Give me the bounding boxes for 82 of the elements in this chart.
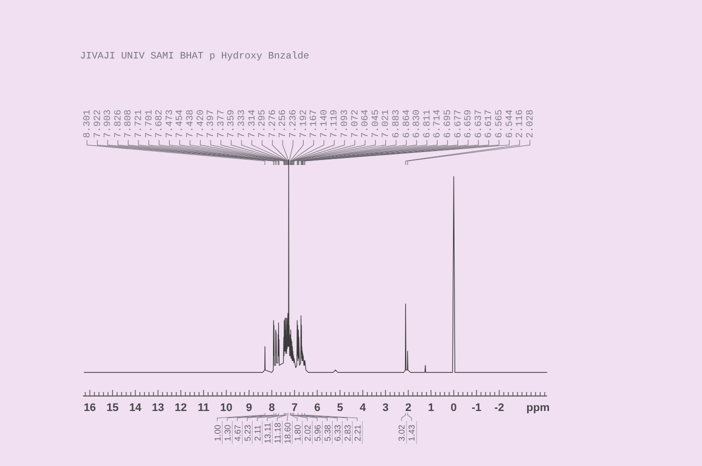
- x-tick-label: 6: [314, 402, 320, 414]
- annotation: 7.064: [360, 109, 371, 138]
- annotation: 11.18: [272, 422, 282, 444]
- annotation: 7.922: [92, 109, 103, 138]
- annotation: 7.333: [236, 109, 247, 138]
- x-tick-label: 0: [450, 402, 457, 414]
- annotation: 7.903: [102, 109, 114, 138]
- annotation: 6.659: [462, 109, 474, 138]
- annotation: 6.617: [483, 109, 494, 138]
- annotation: 2.02: [302, 424, 312, 442]
- annotation: 2.028: [524, 109, 536, 138]
- annotation: 2.83: [342, 424, 352, 442]
- x-tick-label: 8: [268, 402, 275, 414]
- annotation: 6.811: [421, 109, 432, 138]
- x-tick-label: 1: [428, 402, 434, 414]
- annotation: 6.544: [504, 109, 515, 138]
- annotation: 7.808: [122, 109, 134, 138]
- annotation: 5.23: [242, 424, 252, 442]
- x-tick-label: 7: [291, 402, 298, 414]
- annotation: 7.397: [205, 109, 216, 138]
- annotation: 13.11: [262, 422, 272, 444]
- x-tick-label: 5: [336, 402, 344, 414]
- x-tick-label: 12: [174, 402, 187, 414]
- annotation: 5.38: [322, 424, 332, 442]
- annotation: 18.60: [282, 422, 292, 444]
- chart-title: JIVAJI UNIV SAMI BHAT p Hydroxy Bnzalde: [80, 50, 310, 62]
- annotation: 7.721: [133, 109, 144, 138]
- annotation: 1.43: [406, 424, 417, 442]
- annotation: 7.359: [226, 109, 237, 138]
- annotation: 7.826: [112, 109, 124, 138]
- x-tick-label: 2: [405, 402, 412, 414]
- annotation: 7.473: [164, 109, 175, 138]
- x-tick-label: 13: [152, 402, 164, 414]
- annotation: 7.119: [328, 109, 340, 138]
- annotation: 7.192: [298, 109, 309, 138]
- annotation: 4.67: [232, 424, 242, 442]
- x-tick-label: 16: [84, 402, 96, 414]
- x-tick-label: 10: [220, 402, 232, 414]
- annotation: 6.637: [472, 109, 484, 138]
- annotation: 7.256: [277, 109, 288, 138]
- annotation: 7.420: [194, 109, 206, 138]
- annotation: 1.80: [292, 424, 302, 442]
- annotation: 7.701: [143, 109, 154, 138]
- annotation: 6.677: [452, 109, 464, 138]
- annotation: 6.864: [400, 109, 412, 138]
- annotation: 7.140: [318, 109, 330, 138]
- annotation: 6.830: [411, 109, 422, 138]
- x-tick-label: 9: [246, 402, 252, 414]
- x-tick-label: 15: [106, 402, 119, 414]
- annotation: 7.021: [380, 109, 392, 138]
- x-tick-label: 14: [129, 402, 142, 414]
- annotation: 6.695: [442, 109, 453, 138]
- x-axis-title: ppm: [526, 402, 550, 414]
- annotation: 2.21: [352, 424, 362, 442]
- annotation: 2.116: [514, 109, 526, 138]
- annotation: 3.02: [396, 424, 407, 442]
- annotation: 1.30: [222, 424, 232, 442]
- annotation: 7.236: [288, 109, 298, 138]
- annotation: 7.377: [215, 109, 226, 138]
- annotation: 1.00: [212, 424, 222, 442]
- annotation: 6.883: [390, 109, 402, 138]
- annotation: 6.33: [332, 424, 342, 442]
- annotation: 7.438: [184, 109, 196, 138]
- annotation: 7.093: [339, 109, 350, 138]
- annotation: 5.96: [312, 424, 322, 442]
- annotation: 2.11: [252, 424, 262, 441]
- annotation: 7.314: [246, 109, 258, 138]
- annotation: 7.682: [154, 109, 165, 138]
- annotation: 7.072: [349, 109, 360, 138]
- annotation: 7.167: [308, 109, 320, 138]
- x-tick-label: -2: [494, 402, 504, 414]
- annotation: 7.045: [370, 109, 381, 138]
- x-tick-label: -1: [472, 402, 482, 414]
- x-tick-label: 4: [360, 402, 367, 414]
- x-tick-label: 11: [198, 402, 210, 414]
- annotation: 7.454: [174, 109, 186, 138]
- annotation: 8.301: [82, 109, 92, 138]
- annotation: 6.714: [432, 109, 443, 138]
- annotation: 7.276: [266, 109, 278, 138]
- annotation: 6.565: [494, 109, 504, 138]
- annotation: 7.295: [256, 109, 268, 138]
- x-tick-label: 3: [382, 402, 389, 414]
